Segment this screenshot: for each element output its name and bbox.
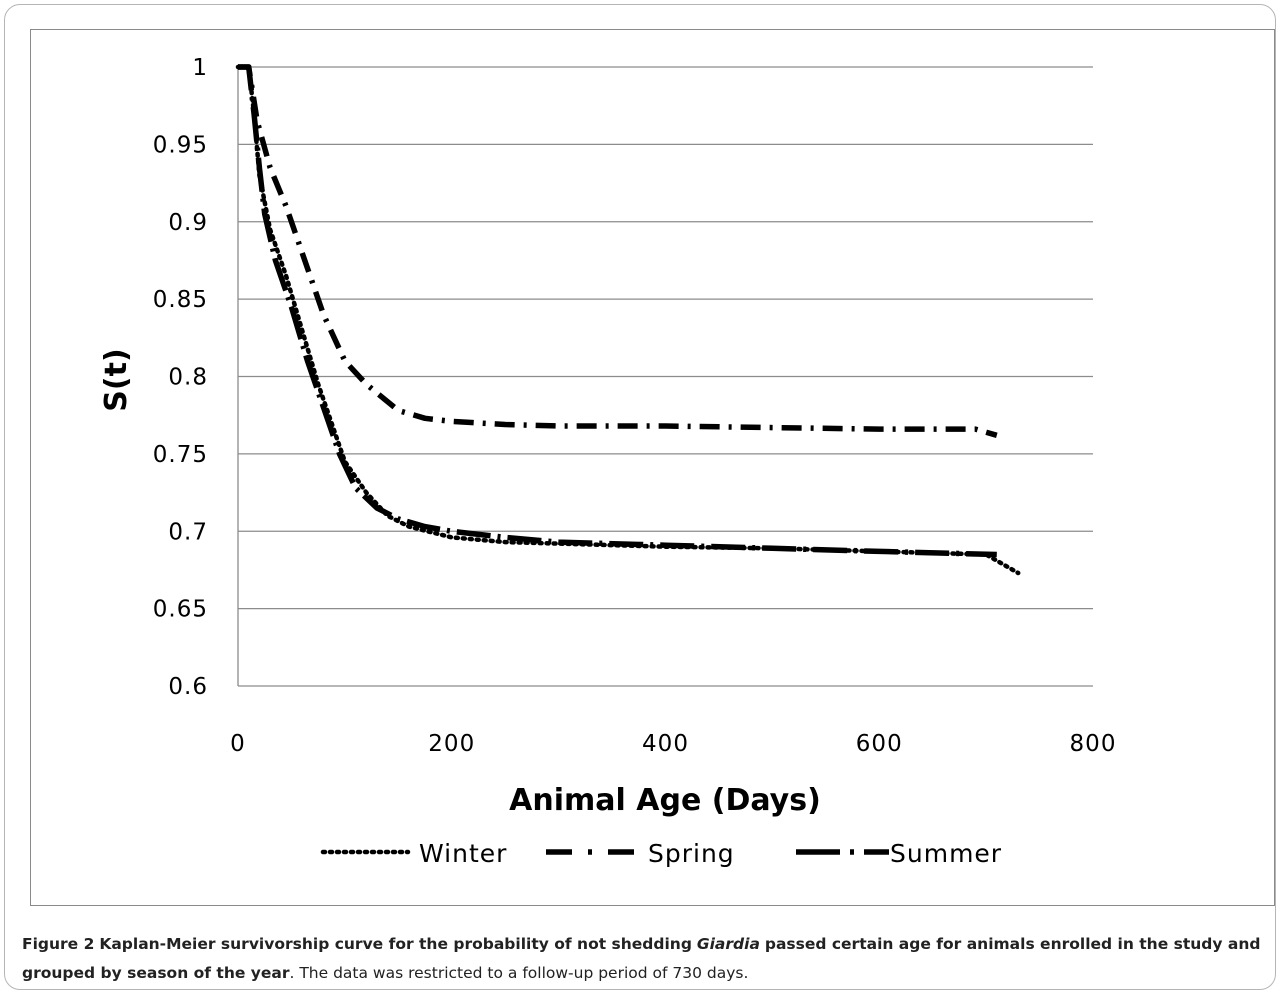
caption-title-italic: Giardia xyxy=(696,935,760,953)
x-tick-label: 800 xyxy=(1070,731,1117,757)
x-tick-label: 0 xyxy=(230,731,246,757)
y-tick-label: 0.9 xyxy=(168,210,208,236)
x-tick-label: 200 xyxy=(428,731,475,757)
figure-caption: Figure 2 Kaplan-Meier survivorship curve… xyxy=(22,930,1272,988)
x-axis-title: Animal Age (Days) xyxy=(509,783,821,818)
caption-title-post: passed certain age for animals enrolled … xyxy=(22,935,1261,982)
caption-rest: . The data was restricted to a follow-up… xyxy=(289,964,749,982)
y-tick-label: 0.75 xyxy=(153,442,208,468)
series-line-winter xyxy=(235,64,1021,576)
series-line-summer xyxy=(238,64,997,558)
y-tick-label: 0.7 xyxy=(168,519,208,545)
x-tick-label: 400 xyxy=(642,731,689,757)
caption-label: Figure 2 xyxy=(22,935,95,953)
figure-frame xyxy=(4,4,1276,990)
y-tick-label: 0.95 xyxy=(153,132,208,158)
survival-chart: 0.6 0.65 0.7 0.75 0.8 0.85 0.9 0.95 1 0 200 400 600 8… xyxy=(99,55,1117,868)
legend-label-spring: Spring xyxy=(648,839,735,868)
series-line-spring xyxy=(238,64,998,438)
legend-label-winter: Winter xyxy=(419,839,507,868)
x-tick-label: 600 xyxy=(856,731,903,757)
y-tick-label: 1 xyxy=(192,55,208,81)
chart-area: 0.6 0.65 0.7 0.75 0.8 0.85 0.9 0.95 1 0 200 400 600 8… xyxy=(30,29,1275,906)
legend: Winter Spring Summer xyxy=(320,839,1002,868)
y-tick-label: 0.85 xyxy=(153,287,208,313)
y-tick-label: 0.6 xyxy=(168,674,208,700)
legend-label-summer: Summer xyxy=(890,839,1002,868)
y-tick-label: 0.65 xyxy=(153,597,208,623)
y-tick-label: 0.8 xyxy=(168,365,208,391)
caption-title-pre: Kaplan-Meier survivorship curve for the … xyxy=(99,935,692,953)
y-axis-title: S(t) xyxy=(99,348,134,411)
